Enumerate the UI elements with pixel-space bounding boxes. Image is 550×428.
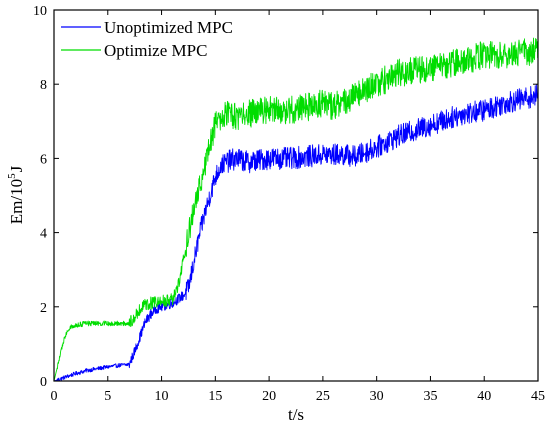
y-tick-label: 2 — [40, 301, 47, 316]
x-tick-label: 0 — [51, 389, 58, 404]
y-axis-label-exponent: 5 — [6, 173, 18, 179]
x-tick-label: 35 — [423, 389, 437, 404]
legend-label-unoptimized: Unoptimized MPC — [104, 18, 233, 37]
x-tick-label: 25 — [316, 389, 330, 404]
y-axis-label-base: Em/10 — [7, 179, 26, 224]
x-tick-label: 40 — [477, 389, 491, 404]
series-line-optimize — [54, 37, 538, 381]
axis-layer: 0 5 10 15 20 25 30 35 40 45 0 2 4 6 8 10 — [33, 4, 545, 404]
plot-frame — [53, 9, 539, 382]
x-tick-label: 20 — [262, 389, 276, 404]
y-tick-label: 0 — [40, 375, 47, 390]
y-tick-label: 4 — [40, 227, 47, 242]
series-line-unoptimized — [54, 84, 538, 381]
x-tick-label: 45 — [531, 389, 545, 404]
x-tick-label: 30 — [370, 389, 384, 404]
x-tick-label: 10 — [155, 389, 169, 404]
y-axis-label: Em/105J — [6, 165, 26, 224]
svg-text:Em/105J: Em/105J — [6, 165, 26, 224]
x-axis-label: t/s — [288, 405, 304, 424]
y-axis-label-unit: J — [7, 165, 26, 172]
x-tick-label: 15 — [208, 389, 222, 404]
y-tick-label: 8 — [40, 78, 47, 93]
legend-label-optimize: Optimize MPC — [104, 41, 207, 60]
x-tick-label: 5 — [104, 389, 111, 404]
y-tick-label: 10 — [33, 4, 47, 19]
legend: Unoptimized MPC Optimize MPC — [61, 18, 233, 60]
series-layer — [54, 37, 538, 381]
y-tick-label: 6 — [40, 152, 47, 167]
